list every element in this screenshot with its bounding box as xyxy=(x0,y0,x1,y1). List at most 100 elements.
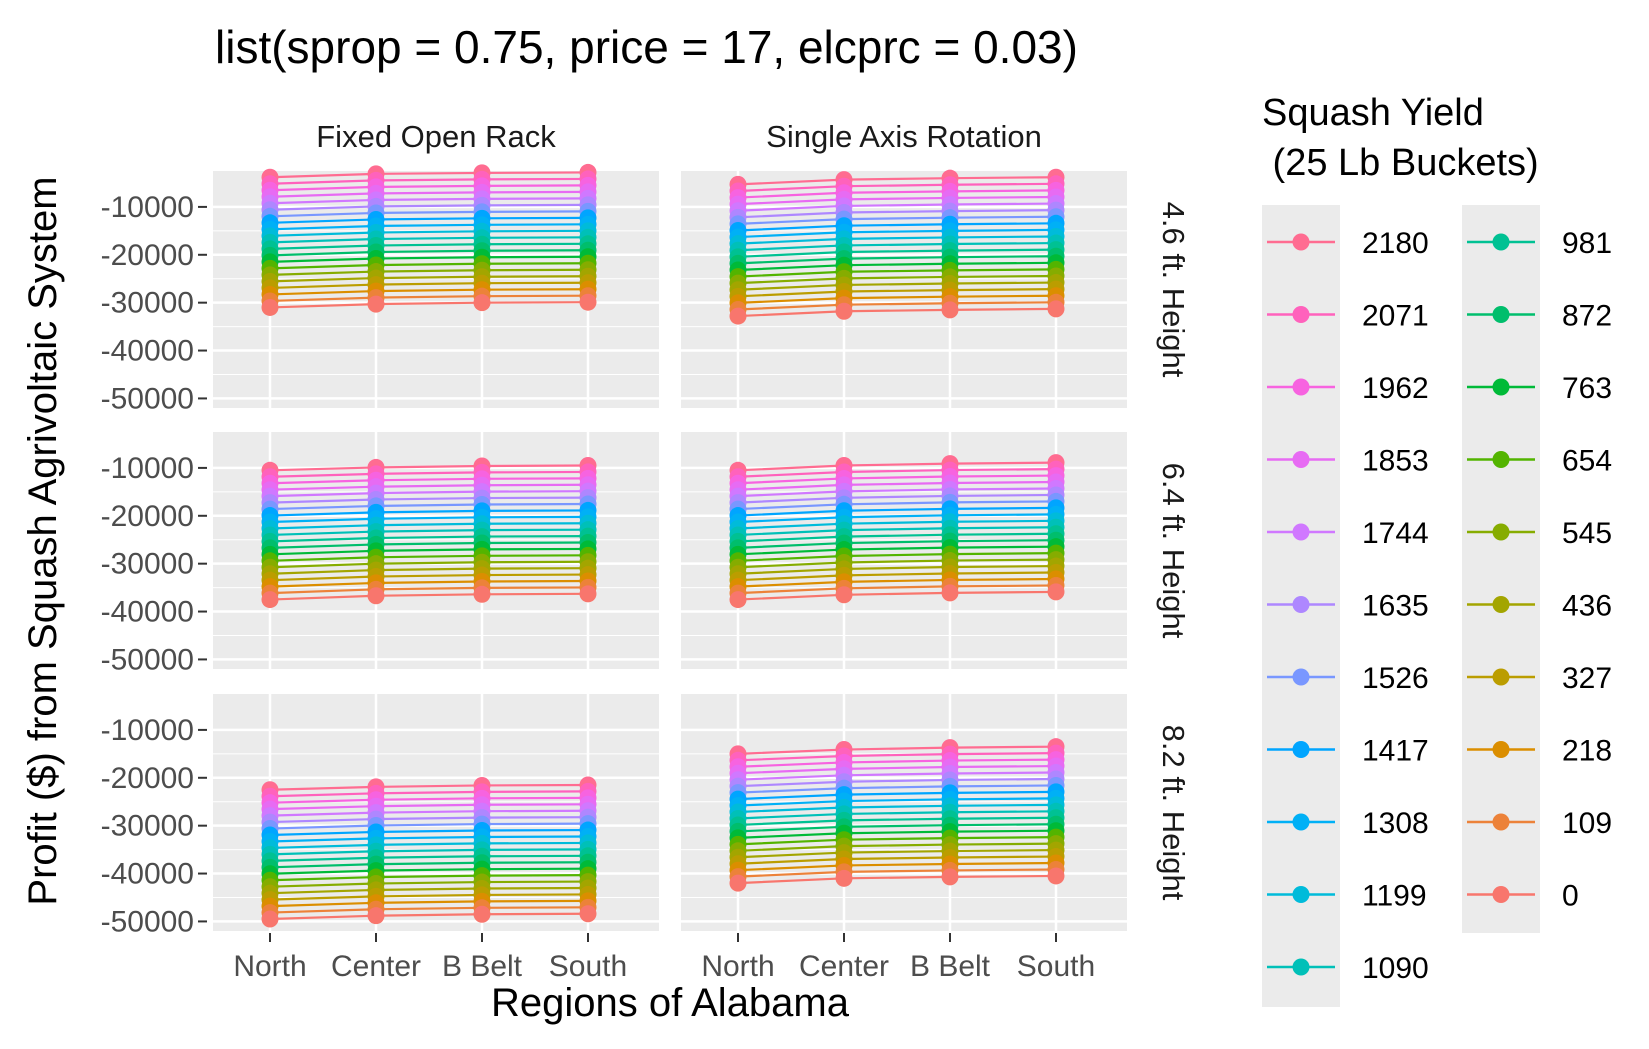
series-line xyxy=(737,288,1057,298)
facet-column-label: Single Axis Rotation xyxy=(766,119,1042,154)
data-point xyxy=(473,294,491,312)
plot-panels: -10000 -20000 -30000 -40000 -50000 -10000 -200… xyxy=(101,119,1191,983)
data-point xyxy=(261,591,279,609)
series-line xyxy=(737,500,1057,511)
series-line xyxy=(737,235,1057,245)
legend-key-point xyxy=(1292,886,1310,903)
legend-label: 1308 xyxy=(1362,807,1429,840)
series-line xyxy=(269,835,589,843)
legend-label: 2180 xyxy=(1362,227,1429,260)
series-line xyxy=(737,526,1057,537)
series-line xyxy=(269,190,589,198)
series-line xyxy=(737,584,1057,595)
data-point xyxy=(367,587,385,605)
legend-label: 0 xyxy=(1562,880,1579,913)
legend-key-point xyxy=(1292,306,1310,323)
series-line xyxy=(269,586,589,595)
x-tick-label: B Belt xyxy=(910,950,991,983)
series-line xyxy=(737,294,1057,305)
series-line xyxy=(269,502,589,511)
series-line xyxy=(269,490,589,498)
series-line xyxy=(269,867,589,875)
data-point xyxy=(579,293,597,311)
series-line xyxy=(269,470,589,478)
series-line xyxy=(737,868,1057,878)
series-line xyxy=(737,513,1057,524)
series-line xyxy=(269,554,589,562)
x-tick-label: North xyxy=(701,950,774,983)
data-point xyxy=(1047,583,1065,601)
series-line xyxy=(737,552,1057,562)
y-tick-label: -50000 xyxy=(101,382,194,415)
series-line xyxy=(737,468,1057,478)
legend-key-point xyxy=(1492,741,1510,758)
series-line xyxy=(269,184,589,192)
legend-key-point xyxy=(1292,233,1310,251)
facet-row-label: 8.2 ft. Height xyxy=(1156,725,1191,901)
x-tick-label: North xyxy=(233,950,306,983)
data-point xyxy=(579,585,597,603)
series-line xyxy=(737,571,1057,582)
series-line xyxy=(269,854,589,862)
series-line xyxy=(269,912,589,921)
facet-column-label: Fixed Open Rack xyxy=(316,119,556,154)
series-line xyxy=(269,288,589,296)
series-line xyxy=(269,229,589,237)
series-line xyxy=(737,268,1057,278)
data-point xyxy=(579,905,597,923)
series-line xyxy=(737,281,1057,291)
y-tick-label: -10000 xyxy=(101,452,194,485)
series-line xyxy=(269,874,589,882)
series-line xyxy=(737,487,1057,498)
legend-key-point xyxy=(1292,741,1310,758)
series-line xyxy=(269,906,589,914)
y-tick-label: -20000 xyxy=(101,239,194,272)
legend-key-point xyxy=(1292,378,1310,396)
series-line xyxy=(269,886,589,895)
x-tick-label: Center xyxy=(331,950,421,983)
legend-label: 1526 xyxy=(1362,662,1429,695)
legend-key-point xyxy=(1492,813,1510,831)
series-line xyxy=(737,461,1057,472)
series-line xyxy=(269,223,589,231)
series-line xyxy=(269,255,589,263)
legend-label: 2071 xyxy=(1362,300,1429,333)
data-point xyxy=(835,302,853,320)
series-line xyxy=(737,176,1057,186)
series-line xyxy=(269,496,589,504)
series-line xyxy=(269,848,589,856)
legend-key-point xyxy=(1292,958,1310,976)
legend-title-line2: (25 Lb Buckets) xyxy=(1262,142,1539,184)
y-tick-label: -10000 xyxy=(101,714,194,747)
legend-label: 654 xyxy=(1562,445,1612,478)
legend-label: 436 xyxy=(1562,590,1612,623)
series-line xyxy=(737,301,1057,311)
series-line xyxy=(269,203,589,211)
y-tick-label: -40000 xyxy=(101,858,194,891)
series-line xyxy=(269,579,589,588)
legend-label: 1744 xyxy=(1362,517,1429,550)
series-line xyxy=(269,275,589,283)
x-tick-label: South xyxy=(1017,950,1095,983)
series-line xyxy=(737,790,1057,801)
series-line xyxy=(269,242,589,250)
series-line xyxy=(269,560,589,569)
legend-label: 981 xyxy=(1562,227,1612,260)
series-line xyxy=(737,764,1057,775)
series-line xyxy=(269,534,589,543)
facet-row-label: 4.6 ft. Height xyxy=(1156,202,1191,378)
series-line xyxy=(269,522,589,530)
series-line xyxy=(269,592,589,601)
series-line xyxy=(269,528,589,537)
series-line xyxy=(269,236,589,244)
legend-label: 1635 xyxy=(1362,590,1429,623)
data-point xyxy=(729,874,747,892)
series-line xyxy=(269,861,589,869)
data-point xyxy=(941,301,959,319)
series-line xyxy=(737,261,1057,272)
series-line xyxy=(737,195,1057,206)
series-line xyxy=(269,841,589,850)
legend-label: 327 xyxy=(1562,662,1612,695)
series-line xyxy=(737,539,1057,549)
legend-key-point xyxy=(1492,886,1510,903)
